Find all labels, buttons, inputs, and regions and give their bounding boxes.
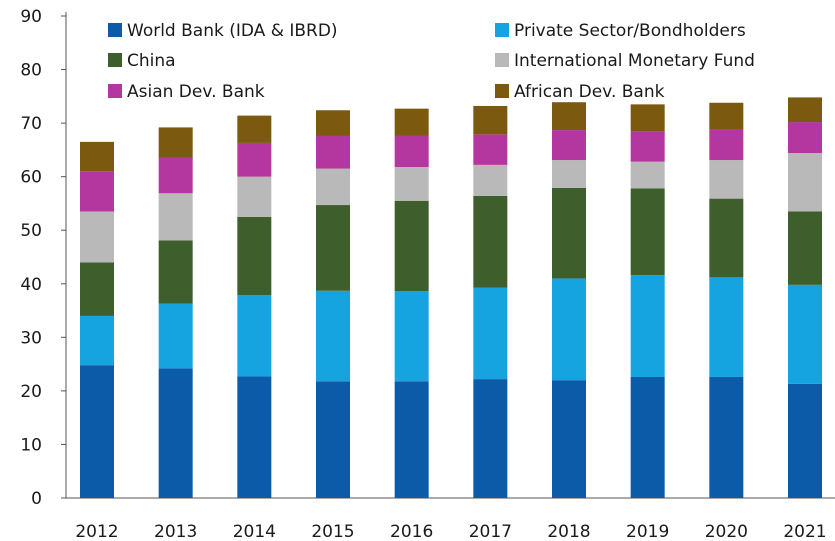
bar-segment xyxy=(158,240,193,304)
bar-segment xyxy=(316,205,350,291)
bar-segment xyxy=(316,135,350,169)
bar-segment xyxy=(552,278,586,381)
bar-segment xyxy=(473,195,508,288)
bar-segment xyxy=(316,168,350,206)
y-tick-label: 70 xyxy=(20,114,42,134)
bar-segment xyxy=(316,110,350,136)
bar-segment xyxy=(316,290,350,382)
bar-segment xyxy=(473,287,508,380)
x-axis: 2012 2013 2014 2015 2016 2017 2018 2019 2020 2021 xyxy=(75,522,826,541)
legend-swatch xyxy=(108,23,122,37)
bar-segment xyxy=(709,102,744,129)
bar-segment xyxy=(80,262,114,316)
legend-label: Asian Dev. Bank xyxy=(127,82,265,102)
bar-segment xyxy=(237,176,272,217)
bar-segment xyxy=(237,216,272,296)
bar-segment xyxy=(394,291,429,382)
bar-segment xyxy=(80,141,114,172)
x-tick-label: 2019 xyxy=(626,522,669,541)
y-axis: 0 10 20 30 40 50 60 70 80 90 xyxy=(20,7,835,509)
y-tick-label: 50 xyxy=(20,221,42,241)
y-tick-label: 60 xyxy=(20,168,42,188)
bar-segment xyxy=(630,376,665,498)
bar-segment xyxy=(788,97,822,123)
bar-segment xyxy=(552,380,586,498)
x-tick-label: 2014 xyxy=(233,522,276,541)
bar-segment xyxy=(709,160,744,199)
y-tick-label: 0 xyxy=(31,489,42,509)
bar-segment xyxy=(788,383,822,498)
bar-segment xyxy=(394,108,429,136)
bar-segment xyxy=(158,193,193,241)
bar-segment xyxy=(394,167,429,201)
bar-segment xyxy=(80,171,114,212)
bar-segment xyxy=(630,161,665,189)
y-tick-label: 80 xyxy=(20,61,42,81)
legend-label: International Monetary Fund xyxy=(514,51,755,71)
y-tick-label: 90 xyxy=(20,7,42,27)
bar-segment xyxy=(237,115,272,143)
bar-segment xyxy=(80,365,114,498)
legend-label: African Dev. Bank xyxy=(514,82,665,102)
bar-segment xyxy=(473,134,508,165)
bar-segment xyxy=(158,127,193,158)
bar-segment xyxy=(630,131,665,162)
bar-segment xyxy=(709,277,744,377)
bar-segment xyxy=(158,368,193,498)
bar-segment xyxy=(237,376,272,498)
bar-segment xyxy=(552,130,586,161)
bar-segment xyxy=(394,381,429,498)
legend-label: China xyxy=(127,51,176,71)
bar-segment xyxy=(788,122,822,154)
bar-segment xyxy=(158,157,193,194)
legend-swatch xyxy=(495,84,509,98)
legend-swatch xyxy=(108,84,122,98)
x-tick-label: 2012 xyxy=(75,522,118,541)
bar-segment xyxy=(80,211,114,263)
bar-segment xyxy=(709,376,744,498)
bar-segment xyxy=(158,303,193,369)
bar-segment xyxy=(552,102,586,131)
y-tick-label: 10 xyxy=(20,435,42,455)
bar-segment xyxy=(80,315,114,366)
bar-segment xyxy=(709,129,744,161)
bar-segment xyxy=(788,211,822,285)
x-tick-label: 2015 xyxy=(311,522,354,541)
bar-segment xyxy=(552,187,586,279)
x-tick-label: 2021 xyxy=(783,522,826,541)
bar-segment xyxy=(473,379,508,498)
legend-swatch xyxy=(495,23,509,37)
bar-segment xyxy=(630,104,665,132)
legend-label: Private Sector/Bondholders xyxy=(514,21,746,41)
x-tick-label: 2017 xyxy=(469,522,512,541)
legend: World Bank (IDA & IBRD) Private Sector/Bo… xyxy=(108,21,755,102)
bar-segment xyxy=(394,200,429,292)
plot-area xyxy=(80,97,822,498)
legend-swatch xyxy=(495,53,509,67)
bar-segment xyxy=(316,381,350,498)
bar-segment xyxy=(788,284,822,384)
bar-segment xyxy=(709,198,744,278)
y-tick-label: 20 xyxy=(20,382,42,402)
y-tick-label: 40 xyxy=(20,275,42,295)
bar-segment xyxy=(630,275,665,377)
bar-segment xyxy=(237,142,272,177)
bar-segment xyxy=(473,164,508,196)
bar-segment xyxy=(788,153,822,212)
legend-swatch xyxy=(108,53,122,67)
bar-segment xyxy=(552,160,586,188)
x-tick-label: 2013 xyxy=(154,522,197,541)
bar-segment xyxy=(630,188,665,276)
x-tick-label: 2018 xyxy=(547,522,590,541)
x-tick-label: 2020 xyxy=(705,522,748,541)
y-tick-label: 30 xyxy=(20,328,42,348)
legend-label: World Bank (IDA & IBRD) xyxy=(127,21,338,41)
bar-segment xyxy=(237,295,272,377)
x-tick-label: 2016 xyxy=(390,522,433,541)
bar-segment xyxy=(394,135,429,168)
bar-segment xyxy=(473,105,508,135)
